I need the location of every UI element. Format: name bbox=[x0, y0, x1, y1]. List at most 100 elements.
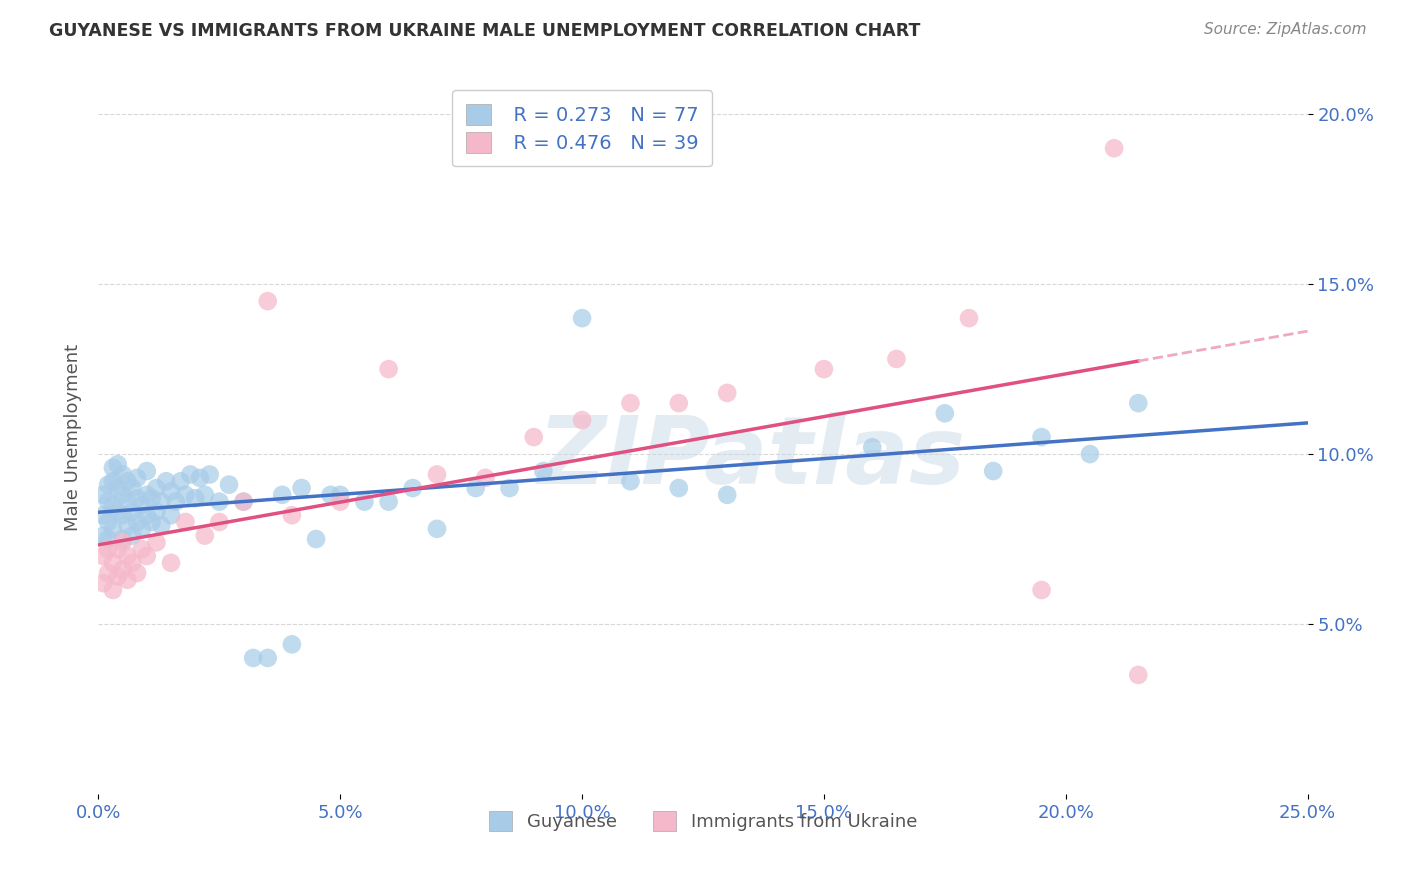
Point bbox=[377, 362, 399, 376]
Point bbox=[716, 488, 738, 502]
Point bbox=[97, 542, 120, 557]
Point bbox=[97, 532, 120, 546]
Point bbox=[97, 515, 120, 529]
Point bbox=[101, 498, 124, 512]
Point bbox=[101, 475, 124, 489]
Point bbox=[111, 508, 134, 523]
Point bbox=[198, 467, 221, 482]
Point bbox=[91, 528, 114, 542]
Point bbox=[571, 413, 593, 427]
Point bbox=[131, 498, 153, 512]
Point bbox=[402, 481, 425, 495]
Point bbox=[218, 477, 240, 491]
Point bbox=[160, 556, 183, 570]
Point bbox=[135, 508, 157, 523]
Point bbox=[813, 362, 835, 376]
Point bbox=[531, 464, 554, 478]
Point bbox=[97, 494, 120, 508]
Point bbox=[271, 488, 294, 502]
Point bbox=[523, 430, 546, 444]
Point bbox=[716, 385, 738, 400]
Point bbox=[131, 522, 153, 536]
Point bbox=[107, 542, 129, 557]
Point bbox=[107, 569, 129, 583]
Text: Source: ZipAtlas.com: Source: ZipAtlas.com bbox=[1204, 22, 1367, 37]
Text: ZIPatlas: ZIPatlas bbox=[537, 412, 966, 505]
Point bbox=[91, 508, 114, 523]
Point bbox=[232, 494, 254, 508]
Point bbox=[498, 481, 520, 495]
Point bbox=[860, 440, 883, 454]
Point bbox=[121, 528, 143, 542]
Point bbox=[1128, 668, 1150, 682]
Point bbox=[111, 535, 134, 549]
Point bbox=[174, 515, 197, 529]
Point bbox=[169, 475, 191, 489]
Point bbox=[117, 573, 139, 587]
Point bbox=[160, 484, 183, 499]
Point bbox=[117, 518, 139, 533]
Point bbox=[934, 406, 956, 420]
Point bbox=[619, 475, 641, 489]
Point bbox=[127, 471, 149, 485]
Legend: Guyanese, Immigrants from Ukraine: Guyanese, Immigrants from Ukraine bbox=[482, 804, 924, 838]
Point bbox=[91, 488, 114, 502]
Point bbox=[256, 294, 278, 309]
Point bbox=[141, 515, 163, 529]
Point bbox=[474, 471, 496, 485]
Point bbox=[121, 481, 143, 495]
Point bbox=[131, 542, 153, 557]
Point bbox=[117, 494, 139, 508]
Point bbox=[145, 481, 167, 495]
Point bbox=[107, 457, 129, 471]
Point bbox=[619, 396, 641, 410]
Point bbox=[135, 488, 157, 502]
Point bbox=[981, 464, 1004, 478]
Point bbox=[1102, 141, 1125, 155]
Point bbox=[127, 491, 149, 506]
Point bbox=[290, 481, 312, 495]
Point bbox=[117, 549, 139, 563]
Point bbox=[208, 515, 231, 529]
Point bbox=[117, 475, 139, 489]
Point bbox=[305, 532, 328, 546]
Point bbox=[1128, 396, 1150, 410]
Point bbox=[145, 505, 167, 519]
Point bbox=[256, 651, 278, 665]
Point bbox=[1078, 447, 1101, 461]
Point bbox=[1031, 582, 1053, 597]
Point bbox=[97, 566, 120, 580]
Point bbox=[91, 549, 114, 563]
Point bbox=[329, 488, 352, 502]
Point bbox=[127, 515, 149, 529]
Point bbox=[571, 311, 593, 326]
Point bbox=[377, 494, 399, 508]
Point bbox=[155, 475, 177, 489]
Point bbox=[179, 467, 201, 482]
Point bbox=[111, 467, 134, 482]
Point bbox=[319, 488, 342, 502]
Point bbox=[188, 471, 211, 485]
Point bbox=[111, 532, 134, 546]
Point bbox=[886, 351, 908, 366]
Point bbox=[184, 491, 207, 506]
Point bbox=[281, 508, 304, 523]
Point bbox=[101, 582, 124, 597]
Point bbox=[329, 494, 352, 508]
Point bbox=[101, 556, 124, 570]
Point bbox=[957, 311, 980, 326]
Point bbox=[464, 481, 486, 495]
Point bbox=[91, 576, 114, 591]
Point bbox=[353, 494, 375, 508]
Point bbox=[150, 494, 173, 508]
Point bbox=[160, 508, 183, 523]
Point bbox=[208, 494, 231, 508]
Point bbox=[111, 563, 134, 577]
Point bbox=[668, 396, 690, 410]
Point bbox=[1031, 430, 1053, 444]
Point bbox=[107, 505, 129, 519]
Point bbox=[135, 464, 157, 478]
Point bbox=[141, 491, 163, 506]
Point bbox=[121, 505, 143, 519]
Point bbox=[145, 535, 167, 549]
